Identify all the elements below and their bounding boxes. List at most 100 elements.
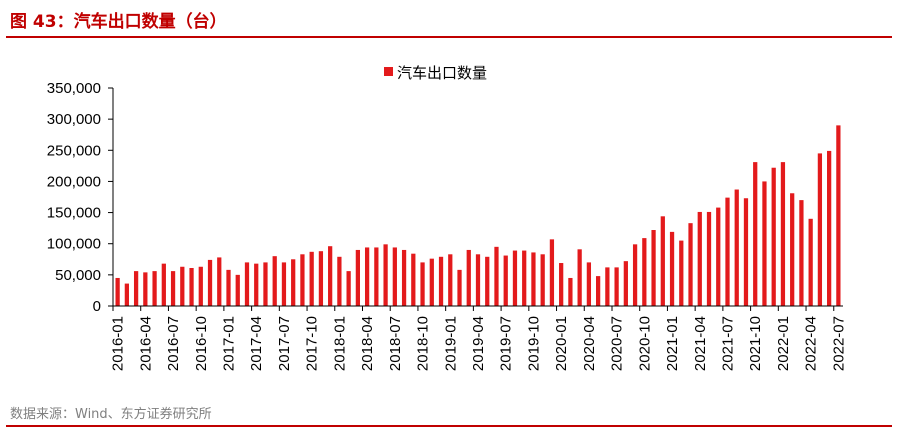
x-tick-label: 2018-01 <box>331 316 348 371</box>
bar <box>660 216 665 306</box>
bar <box>799 200 804 306</box>
bar <box>401 249 407 306</box>
x-tick-label: 2017-01 <box>221 316 238 371</box>
bar <box>568 277 573 306</box>
y-axis: 0 50,000 100,000 150,000 200,000 250,000 300,0… <box>47 80 114 315</box>
bar <box>605 267 610 306</box>
bar <box>466 249 471 306</box>
x-tick-label: 2021-07 <box>719 316 736 371</box>
bar <box>485 256 490 306</box>
x-tick-label: 2018-04 <box>359 316 376 371</box>
bar <box>475 254 481 306</box>
x-tick-label: 2016-04 <box>137 316 154 371</box>
footer-rule <box>6 425 892 427</box>
bar <box>614 267 619 306</box>
bar <box>180 266 185 306</box>
bar <box>281 262 287 306</box>
x-tick-label: 2018-07 <box>387 316 404 371</box>
legend-swatch <box>384 67 393 76</box>
bar <box>152 271 157 306</box>
bar <box>716 207 721 306</box>
x-tick-label: 2017-10 <box>304 316 321 371</box>
x-tick-label: 2016-01 <box>110 316 127 371</box>
bar <box>679 240 684 306</box>
bar <box>790 193 795 306</box>
bar <box>817 153 823 306</box>
bar <box>337 256 342 306</box>
x-tick-label: 2019-07 <box>498 316 515 371</box>
x-tick-label: 2019-04 <box>470 316 487 371</box>
bar <box>217 257 222 306</box>
bar <box>734 189 739 306</box>
bar <box>300 254 305 306</box>
bar <box>235 274 240 306</box>
bar <box>346 271 351 306</box>
bar <box>780 162 786 306</box>
bar <box>522 250 527 306</box>
legend-label: 汽车出口数量 <box>397 64 487 82</box>
bar <box>226 269 231 306</box>
bar <box>651 230 656 306</box>
bar <box>133 271 139 306</box>
y-tick-label: 100,000 <box>47 236 101 253</box>
bar <box>420 262 425 306</box>
bar <box>642 238 647 306</box>
x-tick-label: 2020-01 <box>553 316 570 371</box>
legend: 汽车出口数量 <box>384 64 487 82</box>
y-tick-label: 250,000 <box>47 142 101 159</box>
bar <box>207 259 213 306</box>
bar <box>161 263 166 306</box>
x-axis: 2016-01 2016-04 2016-07 2016-10 2017-01 2017-… <box>110 305 847 371</box>
bar <box>549 239 555 306</box>
bar <box>762 181 767 306</box>
bar <box>411 253 416 306</box>
bar <box>124 283 129 306</box>
bar <box>531 252 536 306</box>
x-tick-label: 2019-01 <box>442 316 459 371</box>
bar <box>170 271 176 306</box>
y-tick-label: 350,000 <box>47 80 101 97</box>
bar <box>198 266 203 306</box>
x-tick-label: 2021-10 <box>747 316 764 371</box>
bar <box>753 162 758 306</box>
bar <box>632 244 638 306</box>
bar <box>540 254 545 306</box>
x-tick-label: 2018-10 <box>415 316 432 371</box>
bar <box>623 261 628 306</box>
x-tick-label: 2019-10 <box>525 316 542 371</box>
bar-series <box>115 125 841 306</box>
bar <box>374 247 379 306</box>
bar <box>836 125 841 306</box>
x-tick-label: 2020-04 <box>581 316 598 371</box>
x-tick-label: 2020-07 <box>609 316 626 371</box>
bar <box>291 259 296 306</box>
bar <box>503 255 508 306</box>
title-rule <box>6 36 892 38</box>
bar <box>143 272 148 306</box>
y-tick-label: 300,000 <box>47 111 101 128</box>
bar <box>512 250 518 306</box>
bar <box>438 256 444 306</box>
bar <box>669 231 675 306</box>
bar <box>577 249 582 306</box>
bar <box>596 276 601 306</box>
bar <box>706 211 712 306</box>
bar <box>559 263 564 306</box>
bar <box>328 246 333 306</box>
bar <box>364 247 370 306</box>
figure-title: 图 43：汽车出口数量（台） <box>10 12 227 32</box>
x-tick-label: 2021-01 <box>664 316 681 371</box>
bar <box>808 218 813 306</box>
bar <box>263 262 268 306</box>
bar <box>725 197 730 306</box>
y-tick-label: 0 <box>93 298 101 315</box>
bar <box>189 268 194 306</box>
bar <box>309 251 314 306</box>
source-note: 数据来源：Wind、东方证券研究所 <box>10 407 212 422</box>
bar <box>392 247 397 306</box>
y-tick-label: 50,000 <box>55 267 101 284</box>
x-tick-label: 2017-07 <box>276 316 293 371</box>
x-tick-label: 2021-04 <box>692 316 709 371</box>
bar <box>355 249 360 306</box>
